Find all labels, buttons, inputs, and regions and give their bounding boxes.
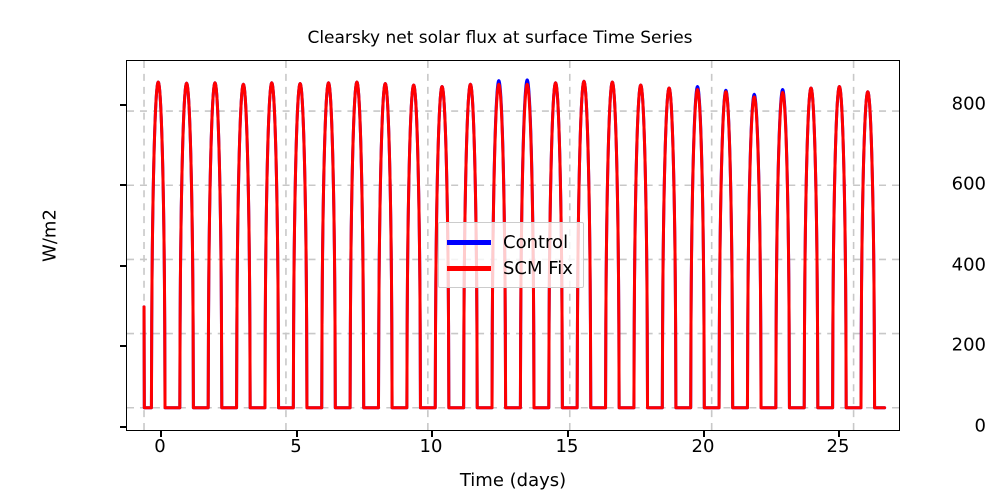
legend-label-control: Control [503,231,569,253]
legend-entry-scm-fix: SCM Fix [447,255,573,281]
chart-legend[interactable]: Control SCM Fix [438,222,584,288]
x-tick-label-5: 5 [290,436,302,457]
x-tick-label-15: 15 [555,436,579,457]
y-tick-mark [120,265,126,267]
y-tick-label-400: 400 [951,254,986,276]
x-tick-label-20: 20 [691,436,715,457]
x-tick-mark [838,431,840,437]
data-series-layer [144,80,885,408]
legend-swatch-control [447,239,491,245]
x-tick-label-10: 10 [419,436,443,457]
y-tick-label-200: 200 [951,334,986,356]
chart-title: Clearsky net solar flux at surface Time … [307,28,693,48]
y-tick-mark [120,345,126,347]
y-tick-label-800: 800 [951,93,986,115]
legend-entry-control: Control [447,229,573,255]
legend-swatch-scm-fix [447,265,491,271]
y-tick-label-0: 0 [974,415,986,437]
plot-canvas [127,61,899,430]
series-line-scm-fix [144,81,885,407]
y-tick-mark [120,104,126,106]
x-tick-mark [703,431,705,437]
x-axis-label: Time (days) [459,470,567,491]
y-axis-label: W/m2 [39,209,61,262]
y-tick-label-600: 600 [951,173,986,195]
x-tick-mark [296,431,298,437]
x-tick-label-0: 0 [154,436,166,457]
y-tick-mark [120,184,126,186]
x-tick-mark [567,431,569,437]
x-tick-mark [160,431,162,437]
legend-label-scm-fix: SCM Fix [503,257,573,279]
y-tick-mark [120,426,126,428]
x-tick-mark [431,431,433,437]
x-tick-label-25: 25 [826,436,850,457]
